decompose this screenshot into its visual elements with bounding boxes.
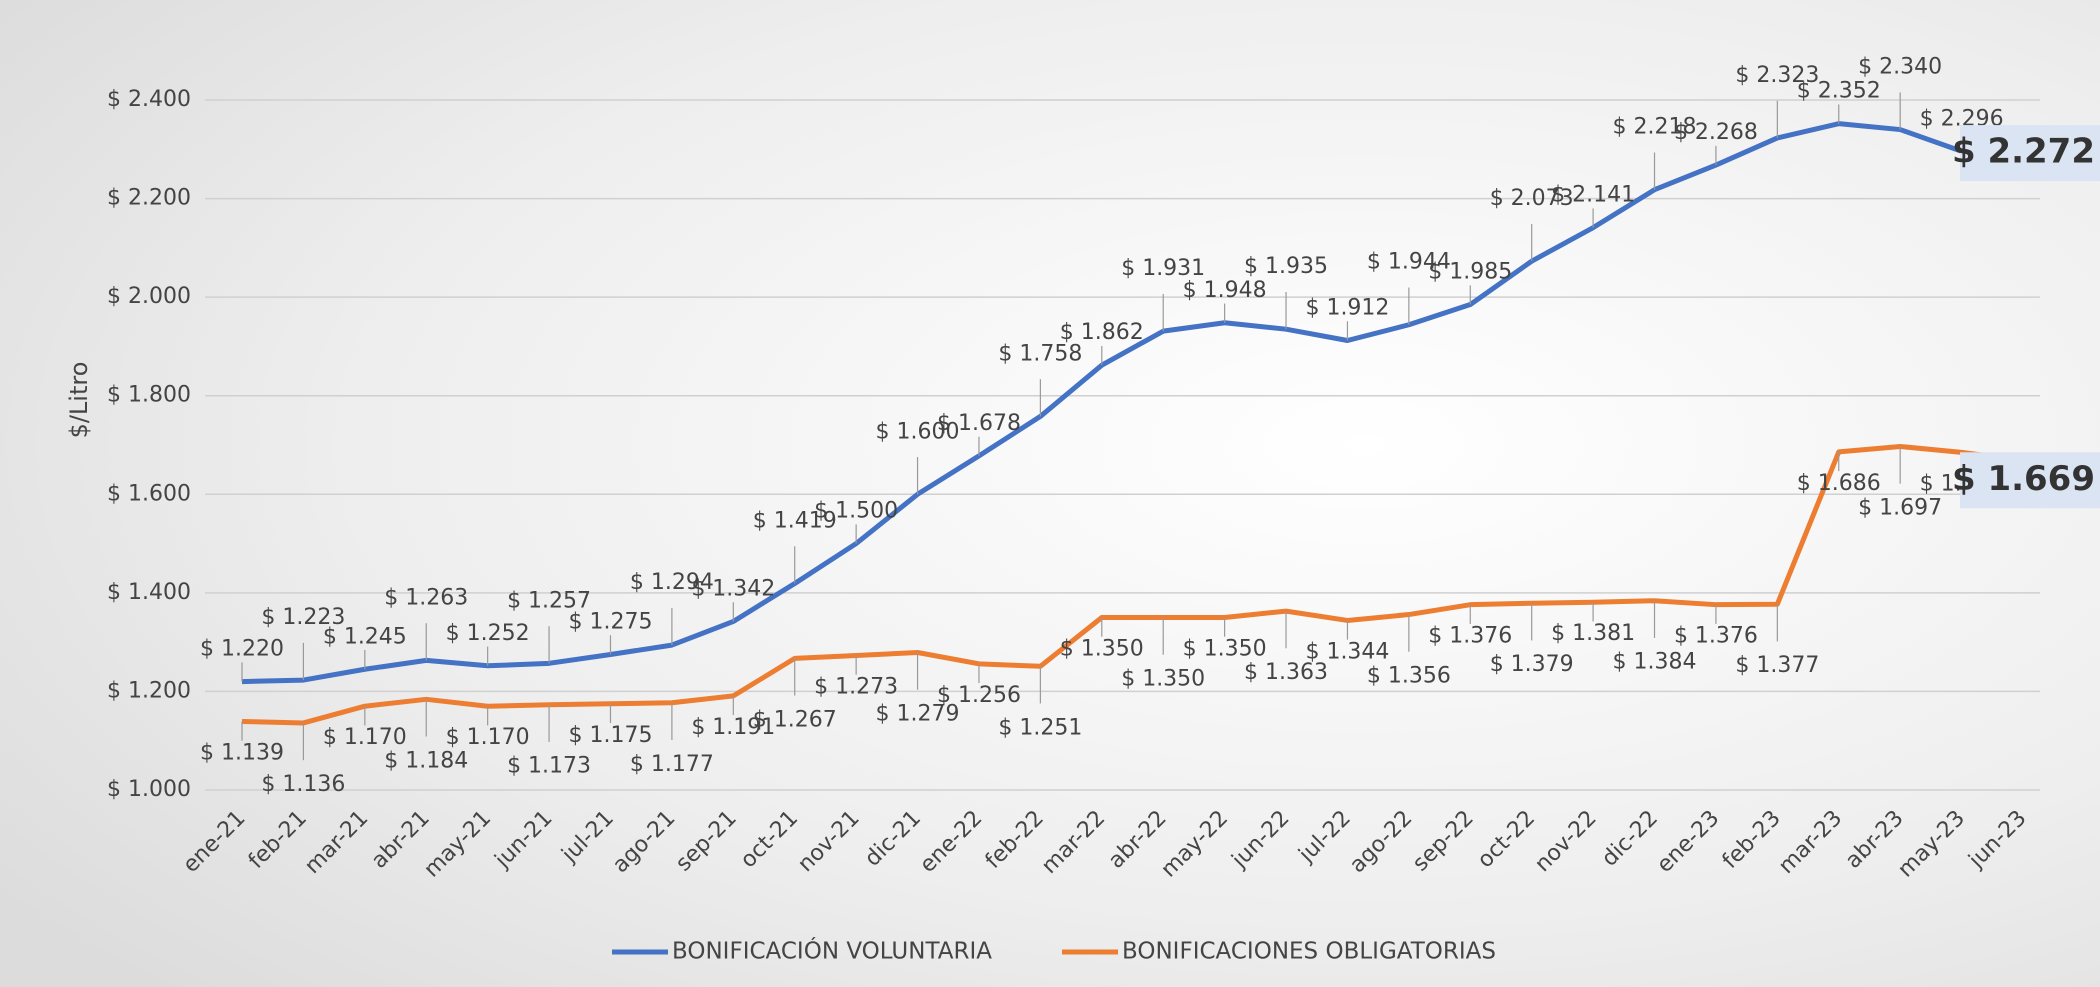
value-label: $ 1.678 — [937, 411, 1021, 436]
value-label: $ 1.376 — [1674, 624, 1758, 649]
value-label: $ 1.384 — [1613, 650, 1697, 675]
value-label: $ 2.141 — [1551, 183, 1635, 208]
legend-item: BONIFICACIONES OBLIGATORIAS — [1062, 939, 1496, 965]
value-label: $ 1.173 — [507, 754, 591, 779]
value-label: $ 1.256 — [937, 683, 1021, 708]
value-label: $ 1.379 — [1490, 652, 1574, 677]
value-label: $ 1.948 — [1183, 278, 1267, 303]
background — [0, 0, 2100, 987]
y-tick-label: $ 2.400 — [107, 87, 191, 112]
value-label: $ 1.686 — [1797, 471, 1881, 496]
legend-label: BONIFICACIÓN VOLUNTARIA — [672, 937, 992, 965]
y-tick-label: $ 1.600 — [107, 481, 191, 506]
value-label: $ 2.340 — [1858, 55, 1942, 80]
value-label: $ 2.272 — [1952, 132, 2095, 172]
value-label: $ 1.252 — [446, 621, 530, 646]
value-label: $ 1.376 — [1428, 624, 1512, 649]
y-tick-label: $ 2.200 — [107, 186, 191, 211]
value-label: $ 1.139 — [200, 740, 284, 765]
value-label: $ 2.352 — [1797, 79, 1881, 104]
value-label: $ 1.220 — [200, 637, 284, 662]
y-tick-label: $ 1.800 — [107, 383, 191, 408]
value-label: $ 1.263 — [384, 585, 468, 610]
value-label: $ 1.350 — [1060, 637, 1144, 662]
value-label: $ 1.356 — [1367, 664, 1451, 689]
value-label: $ 1.251 — [998, 715, 1082, 740]
value-label: $ 1.377 — [1735, 653, 1819, 678]
value-label: $ 1.342 — [691, 576, 775, 601]
value-label: $ 1.177 — [630, 752, 714, 777]
value-label: $ 1.267 — [753, 707, 837, 732]
value-label: $ 2.268 — [1674, 120, 1758, 145]
value-label: $ 1.350 — [1183, 637, 1267, 662]
y-axis-title: $/Litro — [65, 362, 93, 439]
value-label: $ 1.170 — [446, 725, 530, 750]
value-label: $ 1.175 — [568, 723, 652, 748]
value-label: $ 1.669 — [1952, 459, 2095, 499]
value-label: $ 1.500 — [814, 499, 898, 524]
value-label: $ 1.697 — [1858, 495, 1942, 520]
value-label: $ 1.912 — [1305, 296, 1389, 321]
value-label: $ 1.985 — [1428, 260, 1512, 285]
value-label: $ 1.935 — [1244, 254, 1328, 279]
value-label: $ 1.350 — [1121, 667, 1205, 692]
value-label: $ 1.344 — [1305, 639, 1389, 664]
value-label: $ 1.381 — [1551, 621, 1635, 646]
value-label: $ 1.170 — [323, 725, 407, 750]
y-tick-label: $ 1.000 — [107, 777, 191, 802]
y-tick-label: $ 2.000 — [107, 284, 191, 309]
value-label: $ 1.275 — [568, 609, 652, 634]
y-tick-label: $ 1.200 — [107, 678, 191, 703]
value-label: $ 1.184 — [384, 748, 468, 773]
y-tick-label: $ 1.400 — [107, 580, 191, 605]
chart: $/Litro $ 1.000 $ 1.200 $ 1.400 $ 1.600 $ 1.… — [0, 0, 2100, 987]
value-label: $ 1.273 — [814, 674, 898, 699]
legend-label: BONIFICACIONES OBLIGATORIAS — [1122, 939, 1496, 965]
value-label: $ 1.136 — [261, 772, 345, 797]
value-label: $ 1.862 — [1060, 320, 1144, 345]
value-label: $ 1.245 — [323, 624, 407, 649]
